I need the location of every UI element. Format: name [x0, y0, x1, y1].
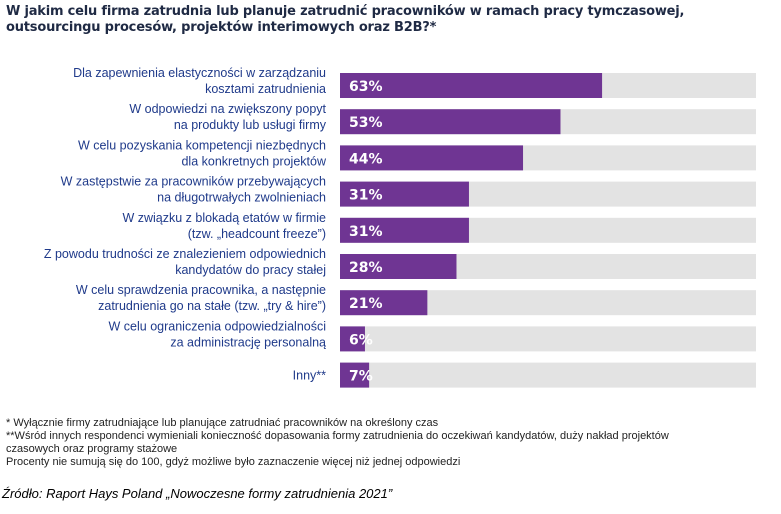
category-label: na długotrwałych zwolnieniach [157, 191, 326, 205]
value-label: 44% [349, 151, 383, 167]
category-label: (tzw. „headcount freeze”) [188, 227, 326, 241]
footnote-2: **Wśród innych respondenci wymieniali ko… [6, 430, 669, 455]
value-label: 53% [349, 115, 383, 131]
bar [340, 145, 524, 171]
value-label: 31% [349, 188, 383, 204]
category-label: W związku z blokadą etatów w firmie [122, 211, 326, 225]
bar-chart: 63% Dla zapewnienia elastyczności w zarzą… [44, 66, 756, 388]
bar [340, 290, 428, 316]
bar [340, 254, 457, 279]
bar-row: 6% W celu ograniczenia odpowiedzialności z… [109, 319, 756, 352]
bar-row: 53% W odpowiedzi na zwiększony popyt na pr… [129, 102, 756, 135]
category-label: za administrację personalną [170, 335, 326, 349]
category-label: Dla zapewnienia elastyczności w zarządza… [73, 66, 326, 80]
bar [340, 326, 365, 352]
category-label: W odpowiedzi na zwiększony popyt [129, 102, 326, 116]
value-label: 31% [349, 224, 383, 240]
footnote-1: * Wyłącznie firmy zatrudniające lub plan… [6, 417, 439, 429]
value-label: 21% [349, 296, 383, 312]
bar [340, 217, 469, 243]
chart-title: W jakim celu firma zatrudnia lub planuje… [6, 4, 685, 35]
value-label: 7% [349, 369, 373, 385]
bar [340, 362, 370, 388]
bar-row: 7% Inny** [293, 362, 756, 388]
bar [340, 73, 603, 98]
category-label: kandydatów do pracy stałej [175, 263, 326, 277]
bar-row: 44% W celu pozyskania kompetencji niezbęd… [78, 138, 756, 171]
footnotes: * Wyłącznie firmy zatrudniające lub plan… [6, 417, 776, 469]
source-note: Źródło: Raport Hays Poland „Nowoczesne f… [2, 486, 393, 501]
bar-track [340, 326, 756, 352]
category-label: Inny** [293, 369, 326, 383]
bar-row: 63% Dla zapewnienia elastyczności w zarzą… [73, 66, 756, 98]
bar [340, 109, 561, 135]
category-label: dla konkretnych projektów [181, 154, 326, 168]
bar-row: 31% W związku z blokadą etatów w firmie (t… [122, 211, 756, 243]
category-label: W celu pozyskania kompetencji niezbędnyc… [78, 138, 326, 152]
footnote-3: Procenty nie sumują się do 100, gdyż moż… [6, 456, 461, 468]
value-label: 6% [349, 332, 373, 348]
bar-track [340, 362, 756, 388]
category-label: W celu sprawdzenia pracownika, a następn… [76, 283, 326, 297]
category-label: na produkty lub usługi firmy [174, 118, 327, 132]
value-label: 28% [349, 260, 383, 276]
category-label: kosztami zatrudnienia [205, 82, 326, 96]
category-label: W celu ograniczenia odpowiedzialności [109, 319, 326, 333]
bar-row: 31% W zastępstwie za pracowników przebywa… [61, 175, 756, 207]
bar [340, 181, 469, 207]
category-label: W zastępstwie za pracowników przebywając… [61, 175, 326, 189]
value-label: 63% [349, 79, 383, 95]
bar-row: 21% W celu sprawdzenia pracownika, a nast… [76, 283, 756, 316]
category-label: zatrudnienia go na stałe (tzw. „try & hi… [98, 299, 326, 313]
category-label: Z powodu trudności ze znalezieniem odpow… [44, 247, 326, 261]
bar-row: 28% Z powodu trudności ze znalezieniem od… [44, 247, 756, 279]
